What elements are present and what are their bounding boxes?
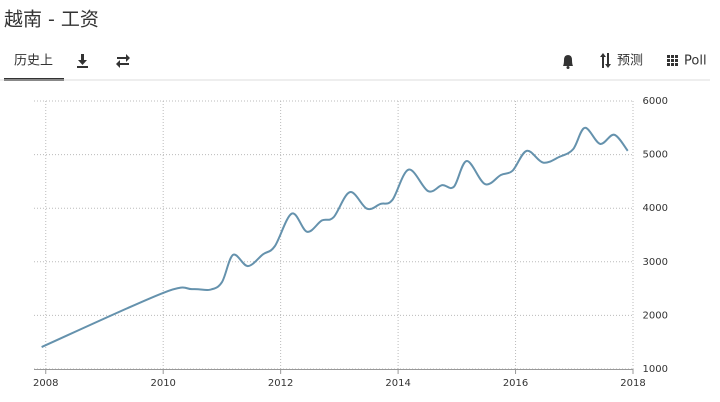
download-icon[interactable] bbox=[77, 54, 88, 68]
y-tick-label: 4000 bbox=[643, 203, 668, 214]
poll-icon[interactable] bbox=[667, 55, 678, 66]
y-tick-label: 5000 bbox=[643, 150, 668, 161]
x-tick-label: 2018 bbox=[620, 378, 645, 389]
y-tick-label: 3000 bbox=[643, 257, 668, 268]
y-tick-label: 1000 bbox=[643, 364, 668, 375]
x-tick-label: 2016 bbox=[503, 378, 528, 389]
x-tick-label: 2014 bbox=[385, 378, 410, 389]
poll-button[interactable]: Poll bbox=[684, 54, 707, 69]
y-tick-label: 6000 bbox=[643, 96, 668, 107]
y-tick-label: 2000 bbox=[643, 310, 668, 321]
plot: 1000 2000 3000 4000 5000 6000 2008 2010 2012 2014… bbox=[33, 96, 668, 389]
swap-icon[interactable] bbox=[116, 54, 130, 68]
forecast-button[interactable]: 预测 bbox=[617, 54, 643, 69]
page-title: 越南 - 工资 bbox=[4, 9, 99, 31]
data-line bbox=[41, 126, 629, 348]
x-tick-label: 2008 bbox=[33, 378, 58, 389]
x-tick-label: 2010 bbox=[150, 378, 175, 389]
x-tick-label: 2012 bbox=[268, 378, 293, 389]
history-tab[interactable]: 历史上 bbox=[14, 54, 53, 69]
forecast-icon[interactable] bbox=[600, 53, 611, 68]
bell-icon[interactable] bbox=[563, 55, 573, 69]
